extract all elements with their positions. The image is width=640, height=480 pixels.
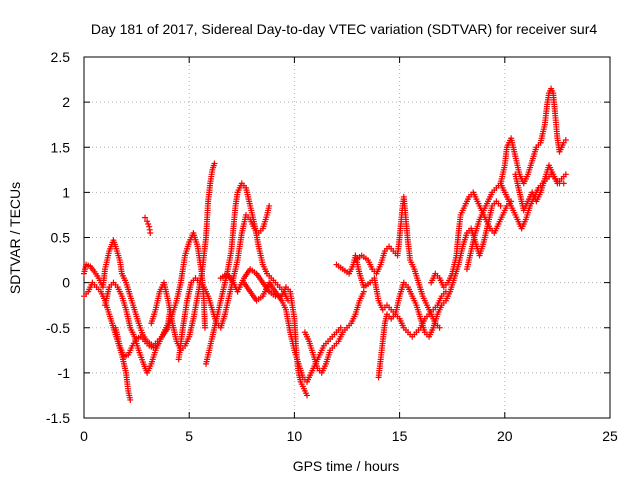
y-tick-label: -0.5 xyxy=(46,320,70,336)
series-track-m xyxy=(352,193,443,331)
data-point xyxy=(142,214,149,221)
x-tick-label: 10 xyxy=(287,428,303,444)
series-track-k xyxy=(301,288,367,376)
data-marks xyxy=(81,85,569,403)
x-tick-label: 5 xyxy=(185,428,193,444)
series-track-n xyxy=(375,198,504,381)
data-point xyxy=(144,218,151,225)
data-point xyxy=(147,229,154,236)
y-tick-label: 0 xyxy=(62,275,70,291)
x-tick-label: 25 xyxy=(602,428,618,444)
x-tick-label: 20 xyxy=(497,428,513,444)
data-point xyxy=(337,324,344,331)
y-axis-label: SDTVAR / TECUs xyxy=(7,182,23,294)
grid xyxy=(84,57,610,418)
y-tick-label: 2.5 xyxy=(51,49,71,65)
y-tick-label: 0.5 xyxy=(51,230,71,246)
series-track-r xyxy=(512,162,569,214)
data-point xyxy=(304,392,311,399)
x-tick-label: 15 xyxy=(392,428,408,444)
y-tick-labels: -1.5 -1 -0.5 0 0.5 1 1.5 2 2.5 xyxy=(46,49,70,426)
series-track-h xyxy=(203,180,292,367)
plot-frame xyxy=(83,56,611,419)
data-point xyxy=(266,202,273,209)
series-track-q xyxy=(497,85,569,187)
series-track-l xyxy=(333,252,449,340)
x-axis-label: GPS time / hours xyxy=(293,458,400,474)
chart-title: Day 181 of 2017, Sidereal Day-to-day VTE… xyxy=(91,21,597,37)
data-point xyxy=(562,171,569,178)
data-point xyxy=(201,324,208,331)
x-tick-labels: 0 5 10 15 20 25 xyxy=(80,428,618,444)
y-tick-label: -1.5 xyxy=(46,410,70,426)
series-track-e xyxy=(142,214,154,236)
y-tick-label: 1.5 xyxy=(51,139,71,155)
data-point xyxy=(436,324,443,331)
y-tick-label: 2 xyxy=(62,94,70,110)
data-point xyxy=(560,180,567,187)
axis-ticks xyxy=(83,56,611,419)
series-track-f xyxy=(148,160,218,354)
data-point xyxy=(211,160,218,167)
series-track-d xyxy=(112,324,161,360)
y-tick-label: 1 xyxy=(62,184,70,200)
data-point xyxy=(497,202,504,209)
series-track-j xyxy=(240,279,344,385)
data-point xyxy=(145,220,152,227)
y-tick-label: -1 xyxy=(58,365,71,381)
data-point xyxy=(562,137,569,144)
data-point xyxy=(154,340,161,347)
x-tick-label: 0 xyxy=(80,428,88,444)
data-point xyxy=(127,396,134,403)
